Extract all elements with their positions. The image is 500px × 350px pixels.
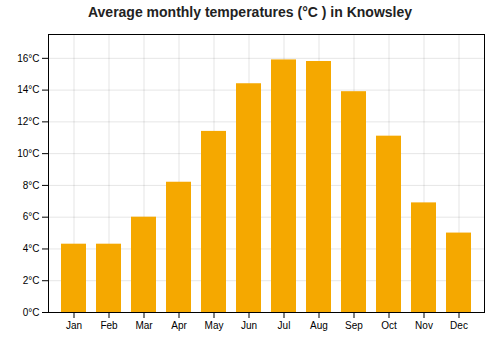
svg-text:0°C: 0°C: [23, 307, 40, 318]
svg-text:May: May: [205, 320, 224, 331]
svg-text:4°C: 4°C: [23, 243, 40, 254]
svg-text:14°C: 14°C: [17, 84, 39, 95]
svg-text:Apr: Apr: [171, 320, 187, 331]
html-text:Average monthly temperatures (: Average monthly temperatures (°C ) in Kn…: [88, 4, 412, 20]
svg-text:Sep: Sep: [345, 320, 363, 331]
svg-text:Feb: Feb: [100, 320, 118, 331]
svg-text:Nov: Nov: [415, 320, 433, 331]
svg-text:6°C: 6°C: [23, 211, 40, 222]
svg-text:Jun: Jun: [241, 320, 257, 331]
svg-text:Aug: Aug: [310, 320, 328, 331]
svg-text:10°C: 10°C: [17, 148, 39, 159]
svg-text:Dec: Dec: [450, 320, 468, 331]
svg-text:Mar: Mar: [135, 320, 153, 331]
svg-text:Oct: Oct: [381, 320, 397, 331]
svg-text:2°C: 2°C: [23, 275, 40, 286]
svg-text:Jan: Jan: [66, 320, 82, 331]
svg-text:8°C: 8°C: [23, 180, 40, 191]
svg-text:Jul: Jul: [278, 320, 291, 331]
svg-text:12°C: 12°C: [17, 116, 39, 127]
svg-text:16°C: 16°C: [17, 53, 39, 64]
